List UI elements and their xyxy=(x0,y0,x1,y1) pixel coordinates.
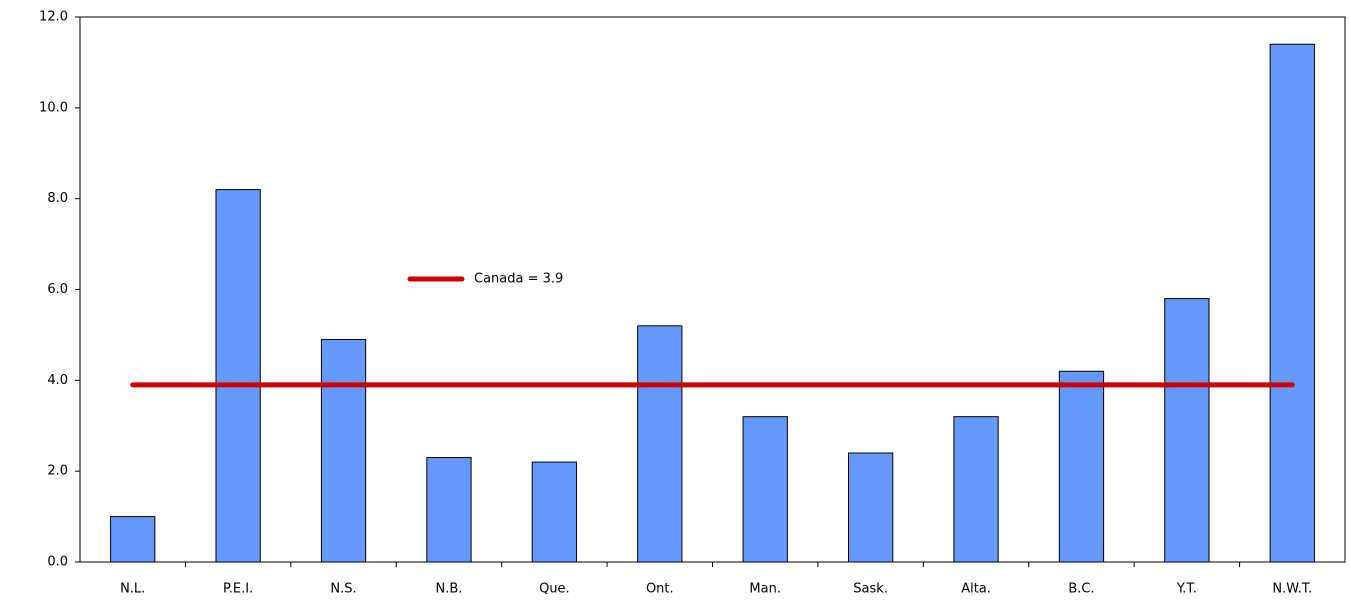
y-tick-label: 10.0 xyxy=(39,100,68,115)
bar xyxy=(110,516,156,563)
y-tick-label: 6.0 xyxy=(47,282,68,297)
bar xyxy=(1058,370,1105,563)
bar xyxy=(847,452,894,563)
y-tick-label: 0.0 xyxy=(47,555,68,570)
legend-label: Canada = 3.9 xyxy=(474,272,563,287)
bar xyxy=(1269,43,1315,563)
x-tick-label: Que. xyxy=(539,582,570,597)
plot-area xyxy=(79,16,1346,563)
y-tick-label: 8.0 xyxy=(47,191,68,206)
bar xyxy=(1164,298,1210,563)
x-tick-label: Sask. xyxy=(853,582,888,597)
bar xyxy=(531,461,578,563)
bar xyxy=(742,416,788,563)
y-tick-label: 4.0 xyxy=(47,373,68,388)
x-tick-label: P.E.I. xyxy=(223,582,253,597)
x-tick-label: N.W.T. xyxy=(1272,582,1312,597)
x-tick-label: Ont. xyxy=(646,582,674,597)
x-tick-label: B.C. xyxy=(1068,582,1094,597)
y-tick-label: 2.0 xyxy=(47,464,68,479)
x-tick-label: Y.T. xyxy=(1176,582,1197,597)
x-tick-label: Man. xyxy=(749,582,781,597)
bar xyxy=(215,189,261,563)
bar xyxy=(637,325,683,563)
x-tick-label: N.B. xyxy=(435,582,462,597)
bar xyxy=(320,338,367,563)
x-tick-label: Alta. xyxy=(961,582,991,597)
x-tick-label: N.S. xyxy=(330,582,356,597)
y-tick-label: 12.0 xyxy=(39,10,68,25)
x-tick-label: N.L. xyxy=(120,582,145,597)
bar xyxy=(426,457,472,563)
bar xyxy=(953,416,999,563)
